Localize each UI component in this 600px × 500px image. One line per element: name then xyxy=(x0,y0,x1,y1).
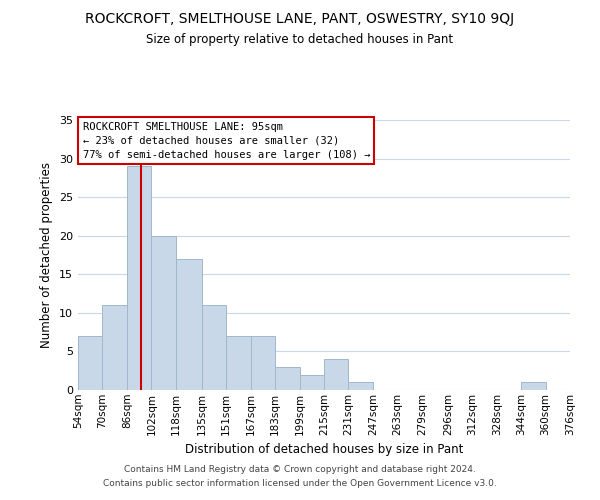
Bar xyxy=(324,359,349,390)
Y-axis label: Number of detached properties: Number of detached properties xyxy=(40,162,53,348)
Bar xyxy=(127,166,151,390)
Text: ROCKCROFT, SMELTHOUSE LANE, PANT, OSWESTRY, SY10 9QJ: ROCKCROFT, SMELTHOUSE LANE, PANT, OSWEST… xyxy=(85,12,515,26)
Bar xyxy=(103,305,127,390)
Text: Size of property relative to detached houses in Pant: Size of property relative to detached ho… xyxy=(146,32,454,46)
Text: Contains HM Land Registry data © Crown copyright and database right 2024.
Contai: Contains HM Land Registry data © Crown c… xyxy=(103,466,497,487)
Bar xyxy=(521,382,545,390)
Bar xyxy=(349,382,373,390)
Bar xyxy=(151,236,176,390)
Bar xyxy=(275,367,299,390)
Bar xyxy=(226,336,251,390)
Bar xyxy=(176,259,202,390)
Text: ROCKCROFT SMELTHOUSE LANE: 95sqm
← 23% of detached houses are smaller (32)
77% o: ROCKCROFT SMELTHOUSE LANE: 95sqm ← 23% o… xyxy=(83,122,370,160)
Bar xyxy=(202,305,226,390)
Bar xyxy=(299,374,324,390)
X-axis label: Distribution of detached houses by size in Pant: Distribution of detached houses by size … xyxy=(185,443,463,456)
Bar xyxy=(78,336,103,390)
Bar xyxy=(251,336,275,390)
